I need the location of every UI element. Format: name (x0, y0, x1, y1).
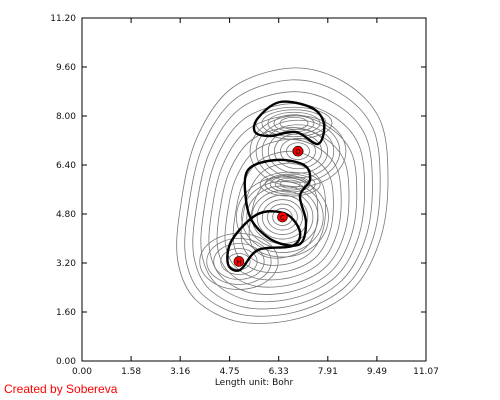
mid-lobe-0 (259, 171, 321, 197)
mid-lobe-4 (279, 179, 301, 189)
atom-ring-2-5 (199, 233, 279, 290)
y-tick-label-3: 4.80 (56, 210, 76, 220)
outer-contour-6 (224, 138, 342, 281)
x-tick-label-1: 1.58 (121, 367, 141, 377)
plot-frame (81, 17, 427, 362)
mid-lobe-3 (274, 177, 306, 191)
atom-ring-2-4 (206, 238, 272, 285)
y-tick-labels: 0.00 1.60 3.20 4.80 6.40 8.00 9.60 11.20 (50, 14, 76, 367)
atom-label-C: C (280, 214, 285, 222)
x-tick-label-7: 11.07 (413, 367, 439, 377)
y-tick-label-5: 8.00 (56, 112, 76, 122)
o-lobe-4 (279, 116, 309, 130)
x-tick-labels: 0.00 1.58 3.16 4.75 6.33 7.91 9.49 11.07 (72, 367, 439, 377)
credit-text: Created by Sobereva (4, 382, 118, 396)
x-tick-label-5: 7.91 (318, 367, 338, 377)
atom-ring-0-6 (255, 119, 341, 183)
x-axis-title: Length unit: Bohr (215, 378, 294, 388)
y-tick-label-2: 3.20 (56, 259, 76, 269)
bold-contour-0 (252, 100, 326, 146)
x-tick-label-4: 6.33 (269, 367, 289, 377)
y-tick-label-0: 0.00 (56, 357, 76, 367)
x-tick-label-2: 3.16 (170, 367, 190, 377)
atom-ring-2-3 (213, 243, 265, 280)
outer-contour-5 (216, 127, 350, 288)
o-lobe-2 (267, 111, 321, 135)
atom-ring-2-2 (220, 248, 258, 275)
axis-ticks (81, 17, 427, 362)
x-tick-label-3: 4.75 (220, 367, 240, 377)
atom-marker-H (233, 256, 245, 267)
y-tick-label-4: 6.40 (56, 161, 76, 171)
mid-lobe-2 (269, 175, 311, 193)
outer-contour-9 (248, 174, 319, 259)
atom-markers: O C H (233, 145, 304, 267)
outer-contour-1 (184, 79, 381, 317)
outer-contour-2 (192, 91, 373, 310)
atom-ring-0-5 (261, 124, 335, 179)
outer-contour-7 (232, 150, 334, 274)
atom-ring-1-4 (256, 194, 309, 240)
atom-marker-O (292, 145, 304, 157)
atom-ring-0-2 (280, 137, 316, 165)
o-lobe-1 (261, 109, 327, 138)
outer-contour-0 (176, 67, 389, 324)
atom-ring-1-3 (261, 199, 303, 235)
x-tick-label-6: 9.49 (367, 367, 387, 377)
atom-ring-0-1 (286, 142, 310, 161)
atom-label-H: H (236, 258, 241, 266)
atom-ring-1-2 (267, 203, 298, 231)
outer-contour-4 (208, 115, 358, 295)
atom-label-O: O (295, 148, 301, 156)
bold-contour-2 (226, 210, 302, 272)
bold-contour-lines (226, 100, 326, 272)
y-tick-label-7: 11.20 (50, 14, 76, 24)
mid-lobe-1 (264, 173, 316, 195)
contour-lines (176, 67, 389, 324)
outer-contour-3 (200, 103, 366, 303)
atom-marker-C (277, 211, 288, 223)
x-tick-label-0: 0.00 (72, 367, 92, 377)
y-tick-label-1: 1.60 (56, 308, 76, 318)
y-tick-label-6: 9.60 (56, 63, 76, 73)
